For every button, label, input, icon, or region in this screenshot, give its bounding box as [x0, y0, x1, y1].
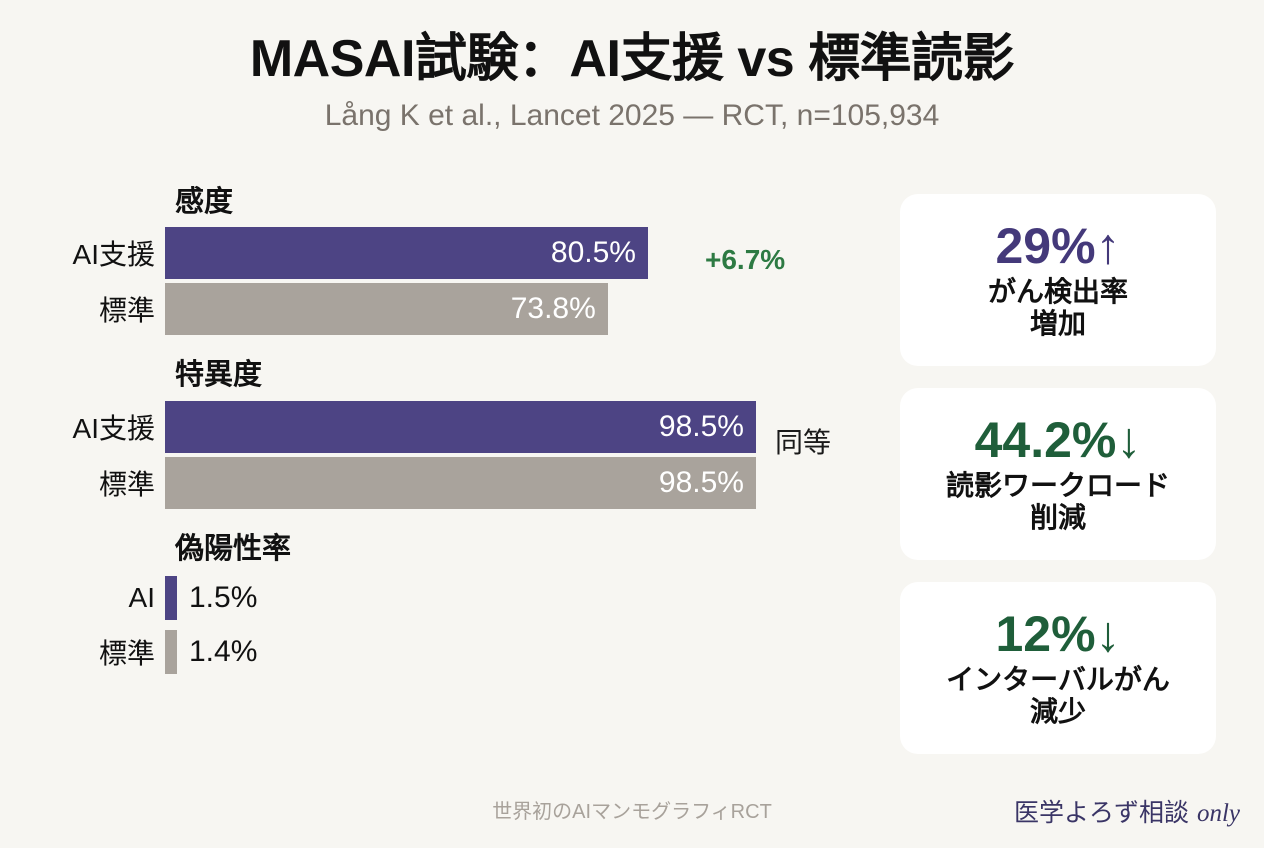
bar-value: 98.5%: [658, 409, 744, 443]
bar-row: AI支援 80.5%: [0, 227, 880, 280]
bar-row: 標準 73.8%: [0, 283, 880, 336]
bar-standard: 98.5%: [165, 456, 756, 509]
stat-caption-line2: 増加: [1029, 308, 1086, 340]
stat-card-interval-cancer: 12%↓ インターバルがん 減少: [900, 582, 1216, 754]
bar-track: 73.8%: [165, 283, 880, 336]
bar-ai: [165, 576, 177, 621]
main-content: 感度 AI支援 80.5% 標準 73.8% +6.7%: [0, 186, 1264, 848]
bar-value: 1.4%: [189, 635, 258, 669]
bar-track: 98.5%: [165, 400, 880, 453]
stat-caption-line1: がん検出率: [987, 276, 1128, 308]
page-subtitle: Lång K et al., Lancet 2025 — RCT, n=105,…: [324, 99, 940, 133]
stat-card-list: 29%↑ がん検出率 増加 44.2%↓ 読影ワークロード 削減 12%↓ イン…: [900, 194, 1216, 776]
chart-group-specificity: 特異度 AI支援 98.5% 標準 98.5% 同等: [0, 359, 880, 509]
stat-caption: がん検出率 増加: [988, 276, 1128, 340]
bar-row: AI 1.5%: [0, 574, 880, 622]
group-annotation: +6.7%: [705, 244, 786, 275]
stat-caption-line1: インターバルがん: [946, 664, 1170, 696]
bar-ai: 80.5%: [165, 227, 648, 280]
brand-name: 医学よろず相談: [1013, 799, 1189, 827]
bar-track: 80.5%: [165, 227, 880, 280]
stat-card-detection-rate: 29%↑ がん検出率 増加: [900, 194, 1216, 366]
bar-track: 1.4%: [165, 626, 880, 678]
bar-label: AI: [128, 582, 155, 614]
page-title: MASAI試験：AI支援 vs 標準読影: [249, 30, 1015, 88]
bar-label: 標準: [98, 638, 155, 670]
brand-suffix: only: [1196, 800, 1240, 827]
brand-watermark: 医学よろず相談 only: [1014, 793, 1240, 829]
bar-row: 標準 98.5%: [0, 456, 880, 509]
bar-value: 1.5%: [189, 581, 258, 615]
bar-standard: [165, 630, 177, 675]
stat-caption-line1: 読影ワークロード: [945, 470, 1170, 502]
group-title: 感度: [175, 186, 234, 218]
bar-value: 80.5%: [550, 236, 636, 270]
bar-label: AI支援: [72, 239, 155, 271]
bar-chart: 感度 AI支援 80.5% 標準 73.8% +6.7%: [0, 186, 880, 694]
bar-track: 98.5%: [165, 456, 880, 509]
stat-value: 44.2%↓: [974, 411, 1142, 468]
chart-group-sensitivity: 感度 AI支援 80.5% 標準 73.8% +6.7%: [0, 186, 880, 336]
bar-row: AI支援 98.5%: [0, 400, 880, 453]
stat-value: 12%↓: [995, 605, 1121, 662]
group-title: 偽陽性率: [175, 532, 292, 565]
stat-card-workload: 44.2%↓ 読影ワークロード 削減: [900, 388, 1216, 560]
bar-label: 標準: [98, 295, 155, 327]
bar-value: 73.8%: [510, 292, 596, 326]
bar-row: 標準 1.4%: [0, 628, 880, 676]
header: MASAI試験：AI支援 vs 標準読影 Lång K et al., Lanc…: [0, 0, 1264, 134]
bar-label: 標準: [98, 468, 155, 500]
footer-note: 世界初のAIマンモグラフィRCT: [492, 801, 772, 823]
bar-standard: 73.8%: [165, 283, 608, 336]
stat-caption-line2: 削減: [1029, 502, 1086, 534]
group-annotation: 同等: [775, 427, 832, 459]
bar-track: 1.5%: [165, 572, 880, 624]
group-title: 特異度: [175, 359, 263, 392]
stat-caption-line2: 減少: [1029, 696, 1086, 728]
bar-label: AI支援: [72, 412, 155, 444]
bar-value: 98.5%: [658, 465, 744, 499]
stat-caption: インターバルがん 減少: [946, 664, 1170, 728]
stat-value: 29%↑: [995, 217, 1121, 274]
bar-ai: 98.5%: [165, 400, 756, 453]
stat-caption: 読影ワークロード 削減: [946, 470, 1170, 534]
chart-group-false-positive: 偽陽性率 AI 1.5% 標準 1.4%: [0, 533, 880, 676]
